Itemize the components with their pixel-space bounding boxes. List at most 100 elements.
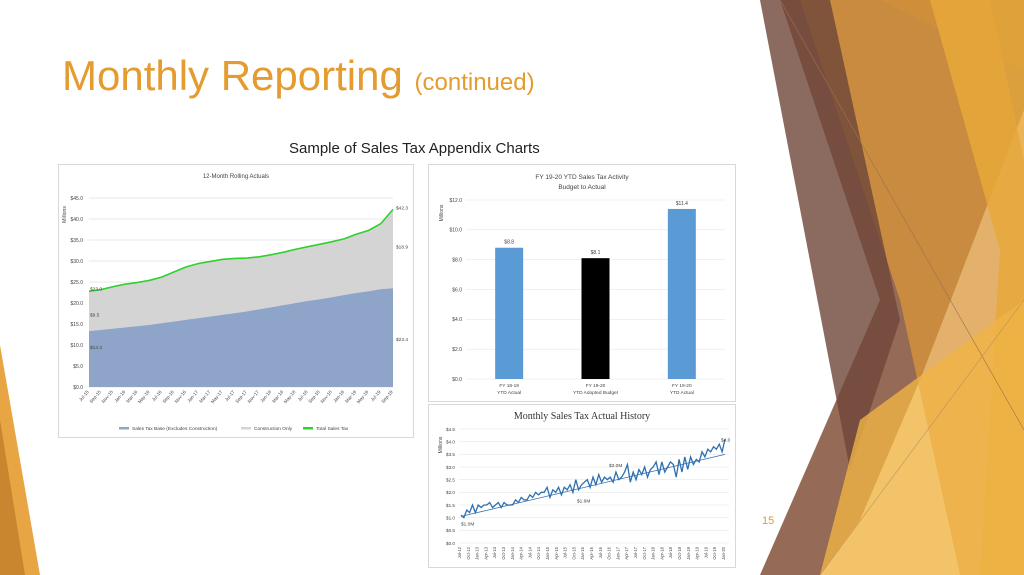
rolling-actuals-chart: 12-Month Rolling Actuals Millions $0.0 $5.0…	[62, 174, 408, 432]
y-tick-label: $4.0	[446, 439, 455, 444]
ytd-activity-chart: FY 19-20 YTD Sales Tax Activity Budget to…	[439, 174, 725, 396]
data-label: $42.3	[396, 205, 408, 211]
y-tick-label: $10.0	[70, 343, 83, 349]
x-tick-label: YTD Adopted Budget	[573, 390, 619, 396]
slide-title: Monthly Reporting (continued)	[62, 52, 535, 100]
y-tick-label: $10.0	[449, 228, 462, 234]
x-tick-label: Oct-12	[466, 546, 471, 559]
y-tick-label: $1.5	[446, 503, 455, 508]
data-label: $13.3	[90, 345, 102, 351]
y-tick-label: $2.0	[452, 347, 462, 353]
x-tick-label: Oct-13	[501, 546, 506, 559]
data-label: $18.9	[396, 244, 408, 250]
x-tick-label: Sep-17	[234, 389, 248, 404]
y-tick-label: $45.0	[70, 196, 83, 202]
y-tick-label: $4.0	[452, 317, 462, 323]
x-tick-label: FY 18-19	[499, 383, 519, 389]
x-tick-label: Sep-15	[89, 389, 103, 404]
chart-title: 12-Month Rolling Actuals	[203, 174, 269, 180]
legend-entry: Construction Only	[254, 426, 293, 432]
x-tick-label: Jan-19	[686, 546, 691, 559]
y-tick-label: $6.0	[452, 287, 462, 293]
bar-value-label: $8.8	[504, 240, 514, 246]
y-tick-label: $0.0	[446, 541, 455, 546]
x-tick-label: Nov-17	[247, 389, 261, 404]
y-tick-label: $15.0	[70, 322, 83, 328]
construction-area	[89, 209, 393, 332]
x-tick-label: YTD Actual	[670, 390, 694, 396]
y-axis-label: Millions	[438, 436, 444, 453]
y-tick-label: $40.0	[70, 217, 83, 223]
chart-title-line2: Budget to Actual	[558, 184, 606, 191]
x-tick-label: Oct-16	[607, 546, 612, 559]
x-tick-label: May-17	[210, 389, 224, 404]
y-tick-label: $4.5	[446, 427, 455, 432]
y-tick-label: $30.0	[70, 259, 83, 265]
x-tick-label: Jan-16	[580, 546, 585, 559]
base-area	[89, 288, 393, 387]
x-tick-label: Apr-15	[554, 546, 559, 559]
data-label: $1.0M	[461, 522, 474, 528]
page-number: 15	[762, 515, 775, 527]
x-tick-label: Oct-15	[571, 546, 576, 559]
trend-line	[460, 453, 726, 517]
chart-title: Monthly Sales Tax Actual History	[514, 411, 650, 422]
x-tick-label: Jan-13	[475, 546, 480, 559]
x-tick-label: Apr-13	[483, 546, 488, 559]
bar-value-label: $11.4	[676, 201, 688, 207]
x-tick-label: May-19	[356, 389, 370, 404]
legend-swatch	[241, 427, 251, 430]
x-tick-label: Jul-17	[633, 546, 638, 558]
x-tick-label: Apr-14	[519, 546, 524, 559]
monthly-history-chart-panel: Monthly Sales Tax Actual History Millions…	[428, 404, 736, 568]
y-axis-label: Millions	[439, 204, 445, 221]
y-tick-label: $2.0	[446, 490, 455, 495]
legend-entry: Sales Tax Base (Excludes Construction)	[132, 426, 218, 432]
x-tick-label: Jul-19	[703, 546, 708, 558]
rolling-actuals-chart-panel: 12-Month Rolling Actuals Millions $0.0 $5.0…	[58, 164, 414, 438]
x-tick-label: Nov-16	[174, 389, 188, 404]
x-tick-label: Jul-13	[492, 546, 497, 558]
y-tick-label: $3.5	[446, 452, 455, 457]
y-tick-label: $8.0	[452, 257, 462, 263]
x-tick-label: Apr-18	[659, 546, 664, 559]
ytd-activity-chart-panel: FY 19-20 YTD Sales Tax Activity Budget to…	[428, 164, 736, 402]
x-tick-label: Sep-18	[307, 389, 321, 404]
bar-value-label: $8.1	[591, 250, 601, 256]
legend-swatch	[119, 427, 129, 430]
slide-subtitle: Sample of Sales Tax Appendix Charts	[289, 140, 540, 157]
x-tick-label: FY 19-20	[586, 383, 606, 389]
data-label: $23.0	[90, 286, 102, 292]
x-tick-label: Jan-15	[545, 546, 550, 559]
x-tick-label: Apr-17	[624, 546, 629, 559]
x-tick-label: Jul-16	[598, 546, 603, 558]
x-tick-label: Nov-15	[101, 389, 115, 404]
x-tick-label: Jul-18	[668, 546, 673, 558]
data-label: $1.6M	[577, 498, 590, 504]
x-tick-label: Oct-19	[712, 546, 717, 559]
y-tick-label: $20.0	[70, 301, 83, 307]
y-tick-label: $0.5	[446, 528, 455, 533]
y-tick-label: $12.0	[449, 198, 462, 204]
y-tick-label: $5.0	[73, 364, 83, 370]
data-label: $3.0M	[609, 463, 622, 469]
x-tick-label: Nov-18	[320, 389, 334, 404]
x-tick-label: Apr-16	[589, 546, 594, 559]
x-tick-label: YTD Actual	[497, 390, 521, 396]
data-label: $4.0	[721, 438, 731, 444]
y-tick-label: $35.0	[70, 238, 83, 244]
legend-entry: Total Sales Tax	[316, 426, 349, 432]
x-tick-label: Sep-19	[380, 389, 394, 404]
x-tick-label: FY 19-20	[672, 383, 692, 389]
x-tick-label: Apr-19	[695, 546, 700, 559]
x-tick-label: Jul-14	[527, 546, 532, 558]
total-sales-tax-line	[88, 208, 394, 293]
x-tick-label: Jan-17	[615, 546, 620, 559]
x-tick-label: Jan-14	[510, 546, 515, 559]
x-tick-label: May-18	[283, 389, 297, 404]
bar	[581, 258, 610, 379]
y-tick-label: $0.0	[452, 377, 462, 383]
x-tick-label: Oct-14	[536, 546, 541, 559]
y-tick-label: $1.0	[446, 515, 455, 520]
